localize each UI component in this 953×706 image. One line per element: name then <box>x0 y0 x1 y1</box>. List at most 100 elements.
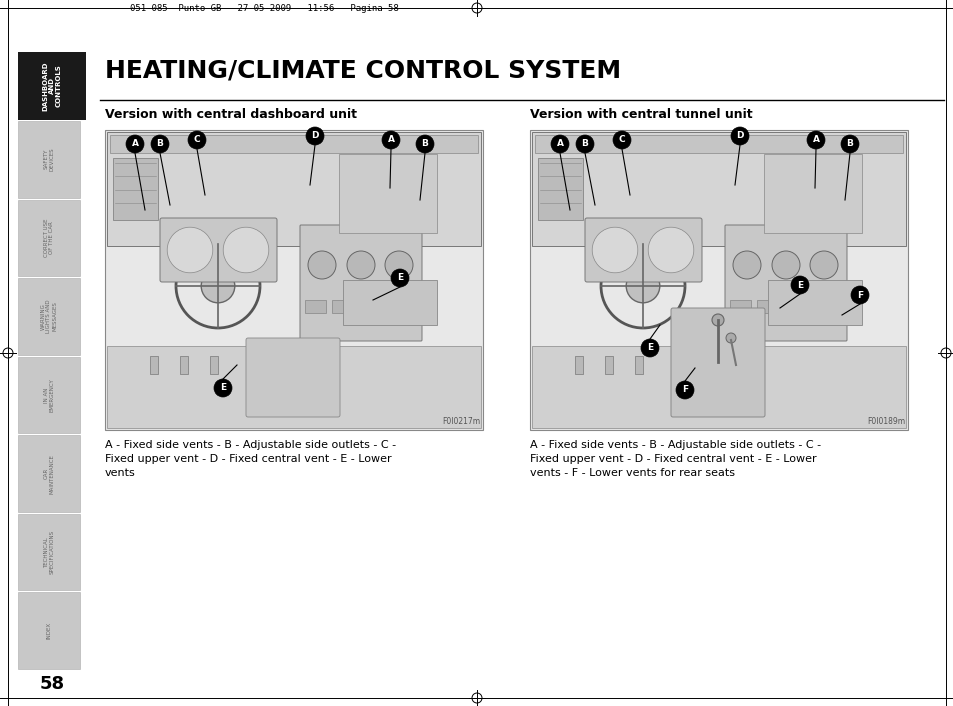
Text: C: C <box>193 136 200 145</box>
Bar <box>18 200 80 276</box>
FancyBboxPatch shape <box>299 225 421 341</box>
Circle shape <box>151 135 169 153</box>
Circle shape <box>711 314 723 326</box>
Circle shape <box>381 131 399 149</box>
Bar <box>535 135 902 153</box>
Circle shape <box>167 227 213 273</box>
Circle shape <box>647 227 693 273</box>
Bar <box>107 132 480 246</box>
Text: TECHNICAL
SPECIFICATIONS: TECHNICAL SPECIFICATIONS <box>44 530 54 574</box>
Circle shape <box>213 379 232 397</box>
Bar <box>386 300 407 313</box>
Circle shape <box>126 135 144 153</box>
Text: F0I0189m: F0I0189m <box>866 417 904 426</box>
FancyBboxPatch shape <box>246 338 339 417</box>
Text: A: A <box>132 140 138 148</box>
Bar <box>18 514 80 590</box>
Bar <box>110 135 477 153</box>
Text: E: E <box>646 344 653 352</box>
Text: CAR
MAINTENANCE: CAR MAINTENANCE <box>44 454 54 493</box>
Circle shape <box>730 127 748 145</box>
Bar <box>767 280 862 325</box>
Text: B: B <box>156 140 163 148</box>
Text: B: B <box>421 140 428 148</box>
Bar <box>180 356 188 374</box>
Bar <box>18 357 80 433</box>
Text: A: A <box>387 136 395 145</box>
Bar <box>305 300 326 313</box>
Text: Fixed upper vent - D - Fixed central vent - E - Lower: Fixed upper vent - D - Fixed central ven… <box>105 454 392 464</box>
Circle shape <box>223 227 269 273</box>
Text: DASHBOARD
AND
CONTROLS: DASHBOARD AND CONTROLS <box>42 61 62 111</box>
Circle shape <box>676 381 693 399</box>
Text: WARNING
LIGHTS AND
MESSAGES: WARNING LIGHTS AND MESSAGES <box>41 299 57 333</box>
Text: Fixed upper vent - D - Fixed central vent - E - Lower: Fixed upper vent - D - Fixed central ven… <box>530 454 816 464</box>
Circle shape <box>201 269 234 303</box>
Bar <box>575 356 582 374</box>
Text: F0I0217m: F0I0217m <box>441 417 479 426</box>
Bar <box>210 356 218 374</box>
Circle shape <box>576 135 594 153</box>
Text: A - Fixed side vents - B - Adjustable side outlets - C -: A - Fixed side vents - B - Adjustable si… <box>530 440 821 450</box>
Bar <box>18 592 80 669</box>
Text: 051-085  Punto GB   27-05-2009   11:56   Pagina 58: 051-085 Punto GB 27-05-2009 11:56 Pagina… <box>130 4 398 13</box>
Text: Version with central dashboard unit: Version with central dashboard unit <box>105 108 356 121</box>
Text: A: A <box>556 140 563 148</box>
Bar <box>18 121 80 198</box>
FancyBboxPatch shape <box>724 225 846 341</box>
Bar <box>107 346 480 428</box>
Bar <box>150 356 158 374</box>
Circle shape <box>809 251 837 279</box>
Text: F: F <box>681 385 687 395</box>
Bar <box>783 300 804 313</box>
Text: vents: vents <box>105 468 135 478</box>
Circle shape <box>308 251 335 279</box>
Circle shape <box>625 269 659 303</box>
Bar <box>729 300 750 313</box>
Bar <box>343 280 436 325</box>
Text: E: E <box>796 280 802 289</box>
Bar <box>537 158 582 220</box>
Bar <box>532 346 905 428</box>
Text: INDEX: INDEX <box>47 622 51 639</box>
Bar <box>18 436 80 512</box>
Text: E: E <box>220 383 226 393</box>
Bar <box>105 130 482 430</box>
Circle shape <box>613 131 630 149</box>
Circle shape <box>850 286 868 304</box>
Circle shape <box>640 339 659 357</box>
Text: vents - F - Lower vents for rear seats: vents - F - Lower vents for rear seats <box>530 468 734 478</box>
Bar <box>530 130 907 430</box>
Circle shape <box>841 135 858 153</box>
Circle shape <box>790 276 808 294</box>
Circle shape <box>385 251 413 279</box>
Text: B: B <box>581 140 588 148</box>
Bar <box>112 158 158 220</box>
Bar <box>18 278 80 354</box>
FancyBboxPatch shape <box>584 218 701 282</box>
Text: HEATING/CLIMATE CONTROL SYSTEM: HEATING/CLIMATE CONTROL SYSTEM <box>105 58 620 82</box>
Bar <box>763 154 862 233</box>
Bar <box>757 300 778 313</box>
Text: Version with central tunnel unit: Version with central tunnel unit <box>530 108 752 121</box>
Bar <box>358 300 379 313</box>
Text: A: A <box>812 136 819 145</box>
Text: 58: 58 <box>39 675 65 693</box>
Text: CORRECT USE
OF THE CAR: CORRECT USE OF THE CAR <box>44 219 54 257</box>
Circle shape <box>188 131 206 149</box>
Bar <box>604 356 613 374</box>
FancyBboxPatch shape <box>670 308 764 417</box>
Text: E: E <box>396 273 402 282</box>
Text: C: C <box>618 136 624 145</box>
Bar <box>532 132 905 246</box>
Circle shape <box>551 135 568 153</box>
Text: SAFETY
DEVICES: SAFETY DEVICES <box>44 148 54 171</box>
Circle shape <box>725 333 735 343</box>
Text: D: D <box>311 131 318 140</box>
Text: IN AN
EMERGENCY: IN AN EMERGENCY <box>44 378 54 412</box>
Bar <box>338 154 436 233</box>
Circle shape <box>771 251 800 279</box>
Bar <box>332 300 353 313</box>
Circle shape <box>732 251 760 279</box>
Bar <box>810 300 831 313</box>
